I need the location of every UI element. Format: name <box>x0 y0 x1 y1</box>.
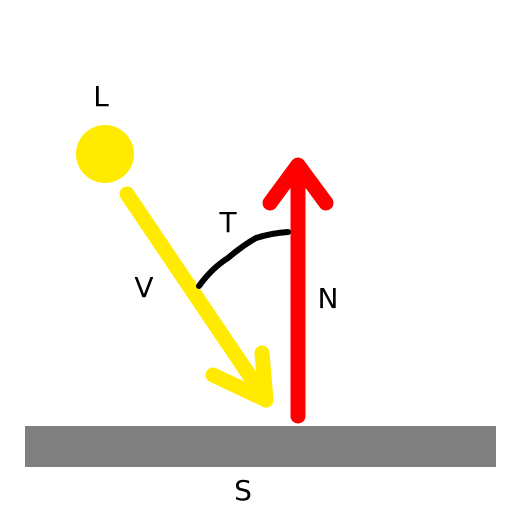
light-label: L <box>93 80 109 113</box>
incident-vector-head <box>205 345 274 408</box>
light-source-icon <box>76 125 134 183</box>
incident-vector-shaft <box>119 186 274 408</box>
incident-vector-arrow <box>119 186 274 408</box>
surface-label: S <box>234 474 252 507</box>
surface <box>25 426 496 467</box>
normal-vector-arrow <box>262 157 334 424</box>
angle-label: T <box>218 206 237 239</box>
normal-vector-head <box>262 157 334 211</box>
angle-arc <box>196 229 291 289</box>
normal-label: N <box>318 282 339 315</box>
incident-vector-label: V <box>134 271 153 304</box>
